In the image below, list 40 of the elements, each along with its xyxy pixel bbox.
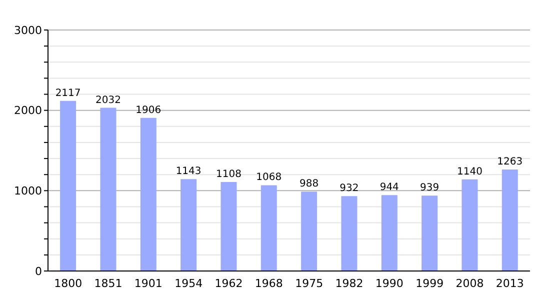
bar xyxy=(180,179,197,271)
x-tick-label: 1968 xyxy=(254,276,283,290)
data-label: 1108 xyxy=(216,168,242,180)
data-label: 1263 xyxy=(497,156,523,168)
data-label: 932 xyxy=(340,183,359,194)
y-tick-label: 2000 xyxy=(14,104,42,118)
x-tick-label: 1999 xyxy=(416,276,444,290)
data-label: 988 xyxy=(300,178,319,190)
x-tick-label: 2008 xyxy=(456,276,484,290)
x-tick-label: 1800 xyxy=(54,276,82,290)
bar xyxy=(260,185,277,271)
data-label: 2117 xyxy=(55,88,81,99)
bar xyxy=(140,118,156,271)
bar xyxy=(502,170,518,271)
bar xyxy=(100,108,116,271)
bar xyxy=(422,196,438,271)
y-tick-label: 3000 xyxy=(14,24,42,37)
bar xyxy=(220,182,237,271)
y-tick-label: 1000 xyxy=(14,184,42,198)
x-tick-label: 1975 xyxy=(295,276,324,290)
data-label: 939 xyxy=(420,182,440,194)
x-tick-label: 1851 xyxy=(94,276,122,290)
data-label: 1143 xyxy=(176,166,202,178)
data-label: 2032 xyxy=(95,94,121,106)
bar xyxy=(462,179,478,271)
x-tick-label: 1962 xyxy=(214,276,243,290)
x-tick-label: 1982 xyxy=(335,276,364,290)
data-label: 1140 xyxy=(456,166,482,178)
x-tick-label: 1990 xyxy=(375,276,404,290)
x-tick-label: 1954 xyxy=(174,276,203,290)
data-label: 1906 xyxy=(136,104,162,116)
data-label: 944 xyxy=(380,182,399,194)
bar xyxy=(341,196,358,271)
bar xyxy=(301,192,318,271)
x-tick-label: 1901 xyxy=(134,276,162,290)
bar xyxy=(60,100,76,271)
x-tick-label: 2013 xyxy=(496,276,524,290)
bar xyxy=(381,195,398,271)
data-label: 1068 xyxy=(256,172,282,184)
y-tick-label: 0 xyxy=(35,264,42,278)
